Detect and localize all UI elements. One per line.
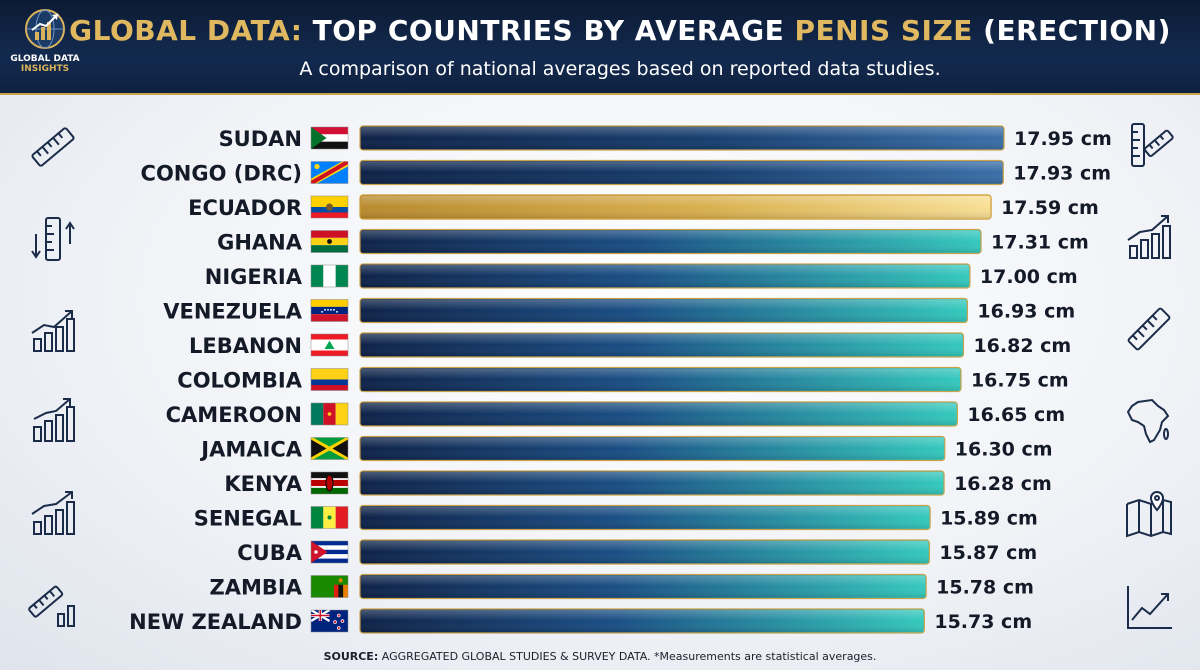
bar-shine [361,437,944,460]
value-label: 16.65 cm [967,404,1065,426]
value-label: 15.78 cm [936,577,1034,599]
bar-shine [361,472,944,494]
logo-subtitle: INSIGHTS [20,64,70,74]
bar-growth-icon [31,310,75,352]
value-label: 15.73 cm [934,611,1032,633]
bar-shine [361,127,1003,149]
bars-group [359,125,1005,634]
measure-arrows-icon [31,217,75,261]
zambia-flag-icon [310,575,349,598]
category-label: ZAMBIA [210,576,303,600]
bar-shine [361,161,1003,184]
value-label: 16.28 cm [954,473,1052,495]
category-labels-group: SUDAN CONGO (DRC) ECUADOR GHANA NIGERIA VENEZ… [129,127,303,634]
venezuela-flag-icon [310,299,349,322]
ruler-bars-icon [28,585,75,627]
category-label: JAMAICA [199,438,302,462]
value-label: 17.31 cm [991,232,1089,254]
category-label: NEW ZEALAND [129,610,302,634]
nigeria-flag-icon [310,264,349,288]
header-banner: GLOBAL DATA INSIGHTS GLOBAL DATA: TOP CO… [0,0,1200,95]
title-highlight: PENIS SIZE [794,14,973,47]
category-label: ECUADOR [188,196,302,220]
value-label: 16.82 cm [973,335,1071,357]
category-label: CONGO (DRC) [141,162,302,186]
source-note: SOURCE: AGGREGATED GLOBAL STUDIES & SURV… [0,650,1200,663]
bar-growth-icon [1127,215,1171,259]
ruler-icon [31,127,75,167]
new-zealand-flag-icon [310,608,349,633]
bar-shine [361,610,924,632]
category-label: KENYA [224,472,302,496]
value-labels-group: 17.95 cm 17.93 cm 17.59 cm 17.31 cm 17.00 cm… [934,128,1111,633]
category-label: COLOMBIA [177,369,302,393]
category-label: LEBANON [189,334,302,358]
cameroon-flag-icon [310,402,349,426]
value-label: 17.93 cm [1013,163,1111,185]
bar-shine [361,334,963,356]
cuba-flag-icon [310,540,349,564]
bar-shine [361,265,969,287]
page-title: GLOBAL DATA: TOP COUNTRIES BY AVERAGE PE… [0,14,1200,47]
category-label: GHANA [217,231,303,255]
source-label: SOURCE: [323,650,379,663]
title-middle: TOP COUNTRIES BY AVERAGE [302,14,795,47]
congo-drc-flag-icon [310,161,349,184]
ghana-flag-icon [310,230,349,253]
bar-growth-icon [31,491,75,535]
ruler-icon [1131,123,1174,167]
bar-shine [361,299,967,322]
value-label: 16.93 cm [977,301,1075,323]
colombia-flag-icon [310,368,349,391]
line-chart-icon [1127,586,1172,629]
bar-shine [361,196,991,218]
category-label: NIGERIA [205,265,303,289]
globe-logo-icon [25,9,65,49]
value-label: 15.89 cm [940,508,1038,530]
kenya-flag-icon [310,471,349,495]
value-label: 15.87 cm [939,542,1037,564]
logo-title: GLOBAL DATA [10,54,80,64]
category-label: SUDAN [219,127,302,151]
bar-shine [361,575,926,598]
africa-map-icon [1126,398,1170,444]
title-suffix: (ERECTION) [972,14,1171,47]
value-label: 16.75 cm [971,370,1069,392]
category-label: CUBA [237,541,302,565]
sudan-flag-icon [310,126,349,150]
bar-shine [361,541,929,563]
source-text: AGGREGATED GLOBAL STUDIES & SURVEY DATA.… [378,650,877,663]
bar-growth-icon [33,398,75,442]
jamaica-flag-icon [310,437,349,460]
ruler-icon [1127,307,1171,351]
bar-shine [361,230,981,253]
value-label: 16.30 cm [955,439,1053,461]
flags-group [310,126,349,633]
lebanon-flag-icon [310,333,349,357]
category-label: CAMEROON [166,403,302,427]
value-label: 17.00 cm [980,266,1078,288]
bar-shine [361,403,957,425]
bar-shine [361,506,930,529]
senegal-flag-icon [310,506,349,529]
title-prefix: GLOBAL DATA: [69,14,303,47]
value-label: 17.95 cm [1014,128,1112,150]
category-label: SENEGAL [194,507,302,531]
page-subtitle: A comparison of national averages based … [299,58,941,80]
category-label: VENEZUELA [163,300,303,324]
value-label: 17.59 cm [1001,197,1099,219]
map-pin-icon [1126,490,1172,538]
bar-shine [361,368,960,391]
logo: GLOBAL DATA INSIGHTS [8,6,82,90]
ecuador-flag-icon [310,195,349,219]
